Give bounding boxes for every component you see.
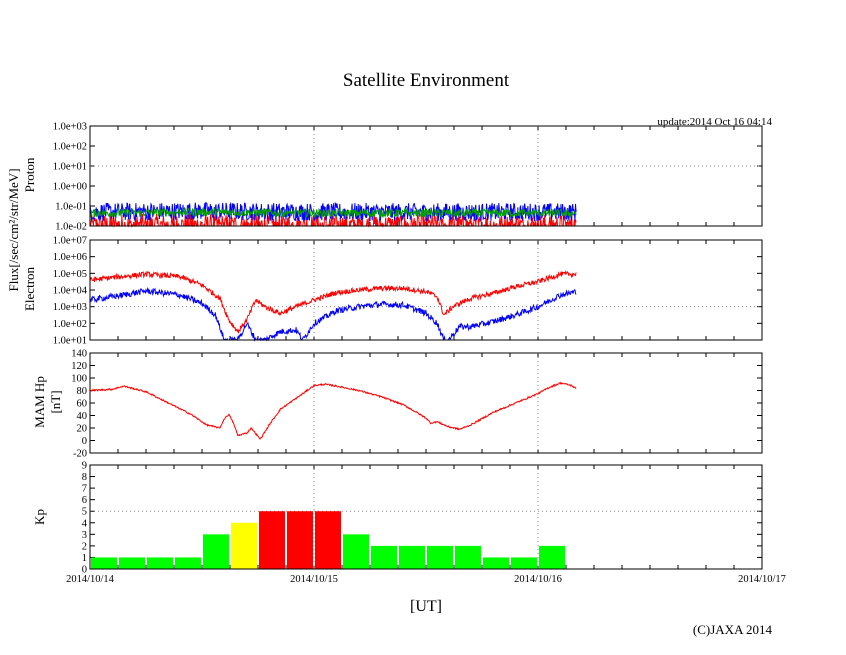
kp-bar <box>259 511 285 569</box>
mam-hp-axis-label: MAM Hp <box>32 376 47 428</box>
kp-bar <box>511 557 537 569</box>
proton-ytick-label: 1.0e+02 <box>53 142 87 153</box>
mam-ytick-label: 0 <box>82 436 87 447</box>
kp-bar <box>343 534 369 569</box>
kp-bar <box>147 557 173 569</box>
electron-ytick-label: 1.0e+03 <box>53 302 87 313</box>
electron-ytick-label: 1.0e+02 <box>53 319 87 330</box>
proton-axis-label: Proton <box>22 157 37 192</box>
proton-frame <box>89 125 763 227</box>
kp-ytick-label: 9 <box>82 461 87 472</box>
proton-ytick-label: 1.0e-02 <box>55 222 87 233</box>
mam-ytick-label: 140 <box>71 349 87 360</box>
kp-bar <box>539 545 565 569</box>
x-tick-label: 2014/10/14 <box>66 574 115 585</box>
electron-blue-line <box>89 286 577 342</box>
plot-area: 1.0e-021.0e-011.0e+001.0e+011.0e+021.0e+… <box>53 122 786 586</box>
proton-green-line <box>89 206 577 219</box>
x-tick-label: 2014/10/16 <box>514 574 562 585</box>
mam-ytick-label: 60 <box>77 399 88 410</box>
kp-ytick-label: 6 <box>82 495 87 506</box>
mam-frame <box>89 352 763 454</box>
mam-ytick-label: 100 <box>71 374 87 385</box>
panel-electron: 1.0e+01 1.0e+02 1.0e+03 1.0e+04 1.0e+05 1.0e+… <box>53 236 763 347</box>
kp-bar <box>91 557 117 569</box>
kp-bar <box>287 511 313 569</box>
proton-ytick-label: 1.0e-01 <box>55 202 87 213</box>
kp-bar <box>315 511 341 569</box>
x-axis-label: [UT] <box>410 598 442 615</box>
mam-ytick-label: -20 <box>73 449 87 460</box>
kp-bar <box>427 545 453 569</box>
kp-ytick-label: 1 <box>82 553 87 564</box>
kp-frame <box>89 464 763 570</box>
electron-frame <box>89 239 763 341</box>
mam-ytick-label: 20 <box>77 424 88 435</box>
kp-bar <box>175 557 201 569</box>
kp-ytick-label: 0 <box>82 565 87 576</box>
proton-ytick-label: 1.0e+01 <box>53 162 87 173</box>
mam-ytick-label: 120 <box>71 361 87 372</box>
x-tick-label: 2014/10/15 <box>290 574 338 585</box>
electron-ytick-label: 1.0e+05 <box>53 269 87 280</box>
proton-ytick-label: 1.0e+03 <box>53 122 87 133</box>
kp-ytick-label: 2 <box>82 541 87 552</box>
electron-ytick-label: 1.0e+04 <box>53 286 88 297</box>
mam-hp-line <box>89 381 577 440</box>
update-timestamp: update:2014 Oct 16 04:14 <box>657 116 772 128</box>
kp-ytick-label: 8 <box>82 472 87 483</box>
electron-red-line <box>89 269 577 334</box>
kp-ytick-label: 3 <box>82 530 87 541</box>
kp-bar <box>119 557 145 569</box>
kp-bar <box>399 545 425 569</box>
kp-ytick-label: 7 <box>82 484 87 495</box>
kp-axis-label: Kp <box>32 509 47 525</box>
electron-axis-label: Electron <box>22 266 37 311</box>
mam-ytick-label: 80 <box>77 386 88 397</box>
x-tick-label: 2014/10/17 <box>738 574 786 585</box>
electron-ytick-label: 1.0e+07 <box>53 236 87 247</box>
mam-ytick-label: 40 <box>77 411 88 422</box>
kp-bar <box>231 522 257 569</box>
chart-title: Satellite Environment <box>343 70 510 91</box>
electron-ytick-label: 1.0e+01 <box>53 336 87 347</box>
kp-ytick-label: 4 <box>82 518 88 529</box>
kp-bar <box>371 545 397 569</box>
electron-ytick-label: 1.0e+06 <box>53 252 87 263</box>
kp-bar <box>455 545 481 569</box>
copyright-text: (C)JAXA 2014 <box>693 622 773 637</box>
flux-axis-label: Flux[/sec/cm²/str/MeV] <box>6 168 21 291</box>
mam-hp-unit-label: [nT] <box>48 390 63 413</box>
kp-ytick-label: 5 <box>82 507 87 518</box>
proton-blue-line <box>89 201 577 222</box>
proton-ytick-label: 1.0e+00 <box>53 182 87 193</box>
kp-bar <box>203 534 229 569</box>
kp-bar <box>483 557 509 569</box>
panel-proton: 1.0e-02 1.0e-01 1.0e+00 1.0e+01 1.0e+02 1.0e+… <box>53 122 763 233</box>
